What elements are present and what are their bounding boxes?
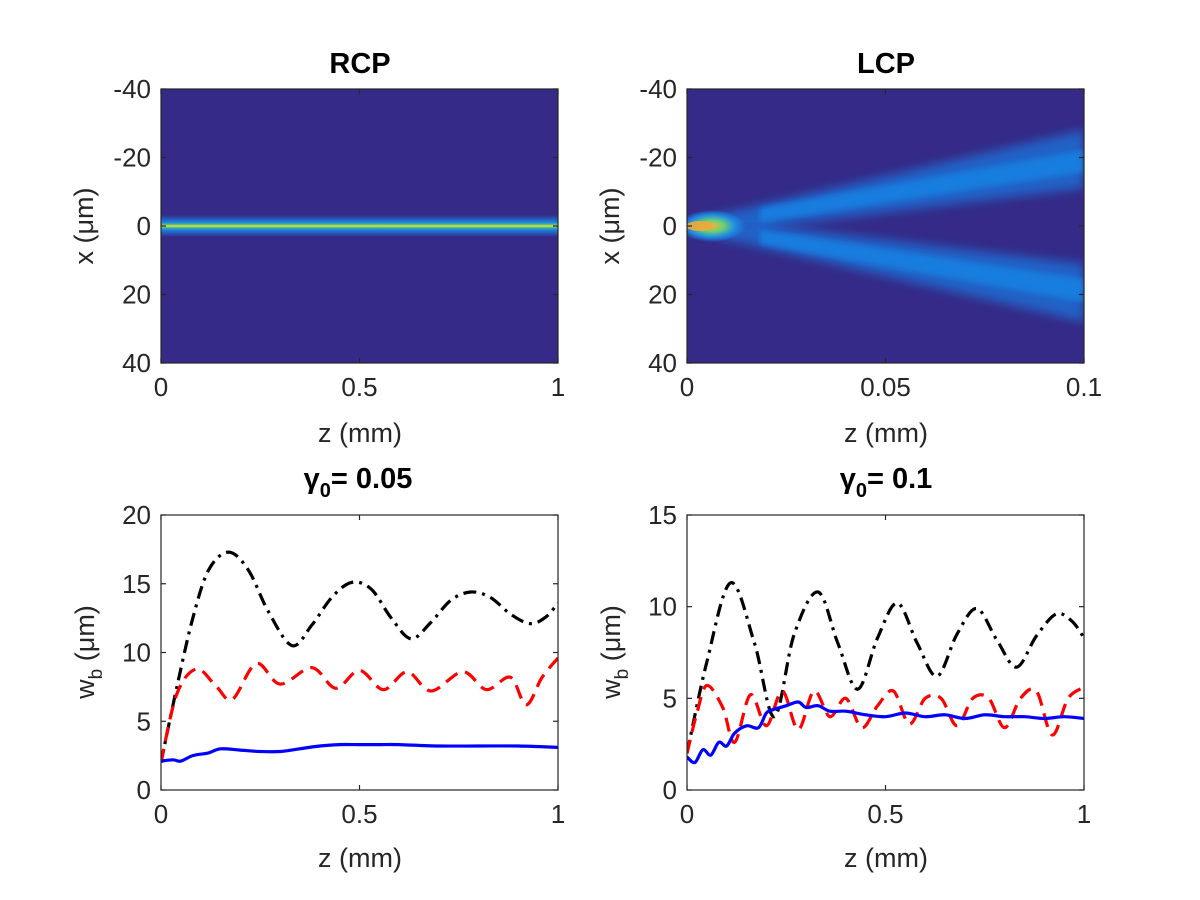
x-axis-label: z (mm) — [318, 843, 402, 873]
x-tick-label: 0 — [154, 372, 168, 402]
y-tick-label: 20 — [122, 500, 151, 530]
y-axis-label: x (μm) — [595, 187, 625, 264]
y-tick-label: 0 — [663, 211, 677, 241]
x-tick-label: 0.05 — [860, 372, 911, 402]
series-line-2 — [161, 742, 558, 763]
y-tick-label: -40 — [113, 74, 151, 104]
heatmap-branch-lower-core — [760, 230, 1084, 302]
axes-box — [686, 514, 1085, 791]
y-axis-label: wb (μm) — [596, 605, 633, 700]
axes: 0 0.5 1 -40 -20 0 20 40 — [113, 74, 565, 402]
y-tick-label: 0 — [137, 775, 151, 805]
y-tick-label: 10 — [122, 638, 151, 668]
x-axis-label: z (mm) — [318, 418, 402, 448]
panel-title: γ0= 0.1 — [840, 463, 933, 502]
x-tick-label: 0.5 — [867, 799, 903, 829]
series-line-1 — [687, 683, 1084, 754]
panel-title: γ0= 0.05 — [304, 463, 413, 502]
panel-lcp: LCP 0 0.05 0.1 -40 -20 0 20 40 z (mm) x (μm) — [595, 48, 1102, 448]
y-tick-label: 5 — [663, 683, 677, 713]
x-tick-label: 0 — [680, 372, 694, 402]
panel-title: LCP — [857, 48, 915, 80]
x-tick-label: 1 — [551, 372, 565, 402]
y-axis-label: x (μm) — [69, 187, 99, 264]
heatmap-branch-upper-core — [760, 150, 1084, 222]
series-line-2 — [687, 700, 1084, 765]
plot-area — [687, 581, 1084, 765]
x-tick-label: 0 — [154, 799, 168, 829]
panel-rcp: RCP 0 0.5 1 -40 -20 0 20 40 z (mm) x (μm) — [69, 48, 565, 448]
y-tick-label: 0 — [137, 211, 151, 241]
y-tick-label: 0 — [663, 775, 677, 805]
panel-title: RCP — [329, 48, 390, 80]
y-tick-label: 15 — [648, 500, 677, 530]
y-axis-label: wb (μm) — [70, 605, 107, 700]
y-tick-label: 40 — [122, 348, 151, 378]
y-tick-label: -20 — [113, 143, 151, 173]
x-tick-label: 0.1 — [1066, 372, 1102, 402]
y-tick-label: 20 — [122, 280, 151, 310]
heatmap-beam — [161, 215, 558, 237]
x-axis-label: z (mm) — [844, 418, 928, 448]
x-tick-label: 0.5 — [341, 799, 377, 829]
heatmap-source-core — [687, 221, 714, 231]
y-tick-label: -20 — [639, 143, 677, 173]
y-tick-label: 15 — [122, 569, 151, 599]
y-tick-label: 20 — [648, 280, 677, 310]
x-tick-label: 0 — [680, 799, 694, 829]
y-tick-label: 10 — [648, 592, 677, 622]
y-tick-label: 40 — [648, 348, 677, 378]
series-line-0 — [161, 550, 558, 763]
x-tick-label: 1 — [1077, 799, 1091, 829]
axes: 0 0.05 0.1 -40 -20 0 20 40 — [639, 74, 1102, 402]
plot-area — [161, 550, 558, 763]
y-tick-label: 5 — [137, 706, 151, 736]
x-tick-label: 1 — [551, 799, 565, 829]
x-axis-label: z (mm) — [844, 843, 928, 873]
x-tick-label: 0.5 — [341, 372, 377, 402]
series-line-0 — [687, 581, 1084, 754]
y-tick-label: -40 — [639, 74, 677, 104]
series-line-1 — [161, 656, 558, 763]
heatmap-source — [687, 210, 746, 242]
